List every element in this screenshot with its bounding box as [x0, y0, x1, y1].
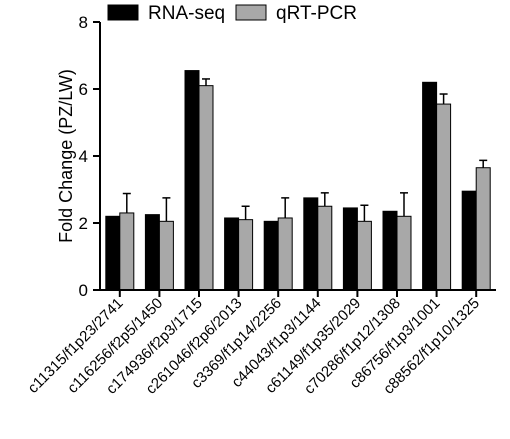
bar-rna-seq	[382, 210, 398, 291]
y-tick-label: 0	[79, 281, 88, 300]
bar-rna-seq	[422, 81, 438, 291]
bar-rna-seq	[105, 215, 121, 291]
y-tick-label: 8	[79, 13, 88, 32]
bar-rna-seq	[263, 220, 279, 291]
bar-qrt-pcr	[436, 103, 452, 291]
bars-layer	[105, 70, 491, 291]
legend-label-rna-seq: RNA-seq	[148, 3, 225, 24]
bar-qrt-pcr	[119, 212, 135, 291]
bar-qrt-pcr	[158, 220, 174, 291]
bar-rna-seq	[342, 207, 358, 291]
bar-rna-seq	[303, 197, 319, 291]
bar-qrt-pcr	[198, 85, 214, 291]
y-tick-label: 4	[79, 147, 88, 166]
bar-qrt-pcr	[396, 215, 412, 291]
bar-rna-seq	[184, 70, 200, 291]
legend-swatch-rna-seq	[107, 4, 139, 21]
bar-qrt-pcr	[475, 167, 491, 291]
y-axis-label: Fold Change (PZ/LW)	[56, 69, 76, 243]
bar-qrt-pcr	[277, 217, 293, 291]
bar-qrt-pcr	[238, 219, 254, 291]
bar-rna-seq	[461, 190, 477, 291]
legend-label-qrt-pcr: qRT-PCR	[276, 3, 357, 24]
bar-rna-seq	[144, 214, 160, 291]
bar-rna-seq	[224, 217, 240, 291]
y-tick-label: 6	[79, 80, 88, 99]
legend-swatch-qrt-pcr	[235, 4, 267, 21]
bar-qrt-pcr	[317, 205, 333, 291]
bar-qrt-pcr	[356, 220, 372, 291]
legend: RNA-seq qRT-PCR	[107, 3, 357, 24]
y-tick-label: 2	[79, 214, 88, 233]
